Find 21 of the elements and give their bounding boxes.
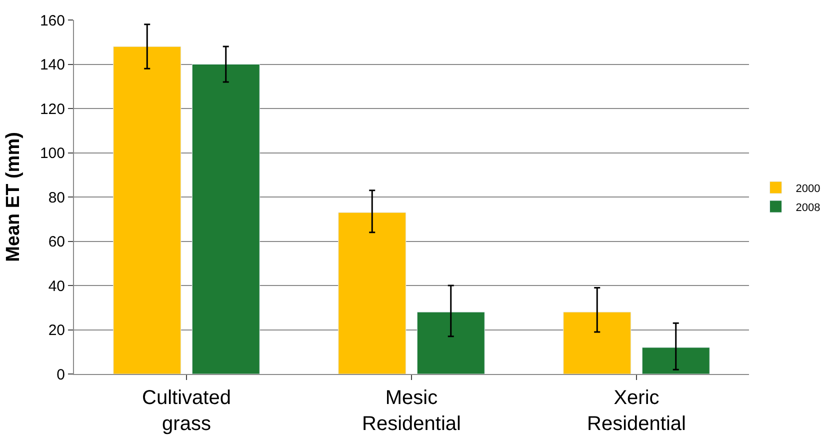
y-tick-label: 20 — [48, 322, 65, 339]
bar — [563, 312, 632, 374]
bar — [338, 212, 406, 374]
bar — [192, 64, 260, 374]
legend-label: 2000 — [796, 182, 820, 195]
x-tick-label: Mesic Residential — [362, 387, 461, 435]
bar — [113, 46, 182, 374]
y-tick-label: 120 — [40, 100, 65, 118]
x-tick-label: Xeric Residential — [587, 387, 686, 435]
y-axis-title: Mean ET (mm) — [2, 132, 24, 262]
bar — [642, 347, 710, 374]
x-tick-label: Cultivated grass — [142, 387, 231, 435]
y-tick-label: 160 — [40, 12, 65, 30]
y-tick-label: 40 — [48, 278, 65, 295]
legend-label: 2008 — [796, 202, 820, 214]
y-tick-label: 140 — [40, 56, 65, 74]
y-tick-label: 80 — [48, 189, 65, 206]
bar — [416, 312, 485, 374]
y-tick-label: 60 — [48, 234, 65, 250]
y-tick-label: 100 — [40, 145, 65, 162]
y-tick-label: 0 — [56, 366, 65, 384]
